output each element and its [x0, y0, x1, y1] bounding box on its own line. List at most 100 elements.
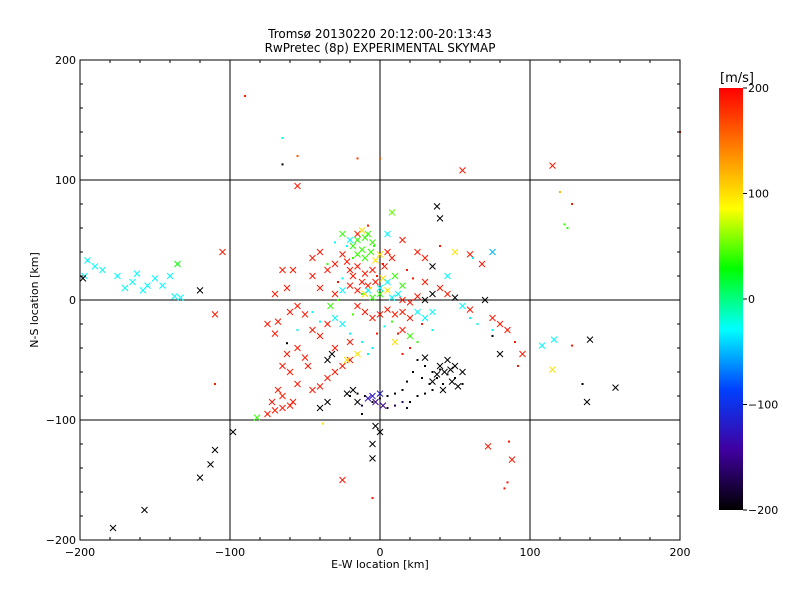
colorbar-tick-labels: 200 100 0 −100 −200: [743, 82, 778, 517]
cross-stroke: [289, 398, 297, 406]
data-point-dot: [469, 317, 471, 319]
data-point-dot: [361, 413, 363, 415]
cross-stroke: [354, 350, 361, 358]
cross-stroke: [384, 278, 391, 286]
cross-stroke: [349, 386, 357, 394]
data-point-cross: [429, 308, 436, 316]
data-point-dot: [416, 359, 419, 361]
cross-stroke: [343, 390, 351, 397]
data-point-cross: [349, 272, 357, 280]
cross-stroke: [372, 257, 379, 264]
data-point-cross: [279, 266, 286, 274]
cross-stroke: [354, 236, 361, 244]
cross-stroke: [339, 251, 346, 258]
cross-stroke: [301, 311, 309, 318]
data-point-dot: [397, 332, 399, 335]
cross-stroke: [372, 422, 379, 430]
colorbar-tick-label: −100: [748, 399, 778, 412]
cross-stroke: [331, 260, 339, 268]
data-point-cross: [309, 386, 316, 394]
cross-stroke: [316, 248, 324, 256]
data-point-dot: [514, 341, 516, 343]
data-point-cross: [436, 284, 444, 292]
data-point-dot: [286, 342, 288, 345]
data-point-cross: [379, 402, 387, 409]
data-point-cross: [316, 404, 324, 412]
data-point-cross: [447, 366, 454, 373]
cross-stroke: [384, 287, 391, 294]
data-point-cross: [384, 287, 391, 294]
data-point-cross: [309, 326, 316, 334]
data-point-cross: [496, 320, 504, 328]
data-point-dot: [566, 227, 569, 229]
data-point-cross: [429, 378, 436, 385]
data-point-cross: [454, 383, 462, 390]
cross-stroke: [364, 230, 372, 238]
cross-stroke: [324, 266, 331, 274]
data-point-cross: [384, 230, 391, 238]
cross-stroke: [177, 294, 184, 301]
x-tick-label: −100: [215, 546, 245, 559]
cross-stroke: [406, 332, 414, 340]
x-axis-label: E-W location [km]: [331, 558, 429, 571]
cross-stroke: [550, 336, 558, 343]
data-point-cross: [207, 461, 214, 468]
cross-stroke: [316, 284, 324, 292]
data-point-dot: [244, 95, 246, 97]
data-point-dot: [296, 329, 299, 331]
data-point-cross: [406, 332, 414, 340]
colorbar-tick-label: 200: [748, 82, 769, 95]
cross-stroke: [369, 239, 376, 246]
data-point-dot: [431, 329, 434, 331]
data-point-cross: [481, 296, 489, 304]
cross-stroke: [279, 266, 286, 274]
data-point-dot: [563, 223, 566, 226]
cross-stroke: [586, 336, 594, 343]
cross-stroke: [429, 308, 436, 316]
cross-stroke: [301, 354, 309, 361]
data-point-dot: [394, 392, 396, 395]
data-point-dot: [409, 347, 411, 349]
data-point-cross: [139, 287, 147, 294]
data-point-cross: [489, 314, 496, 322]
cross-stroke: [271, 330, 279, 337]
data-point-cross: [399, 282, 406, 289]
data-point-dot: [406, 407, 408, 409]
cross-stroke: [289, 266, 297, 274]
data-point-cross: [304, 362, 312, 370]
data-point-dot: [431, 389, 434, 391]
data-point-dot: [311, 311, 314, 313]
data-point-cross: [354, 398, 361, 406]
data-point-cross: [349, 242, 357, 250]
cross-stroke: [369, 266, 376, 274]
data-point-cross: [391, 338, 399, 346]
data-point-cross: [369, 314, 376, 322]
cross-stroke: [84, 257, 91, 264]
data-point-cross: [324, 398, 331, 406]
cross-stroke: [433, 203, 441, 210]
data-point-cross: [388, 294, 396, 301]
data-point-dot: [337, 299, 339, 301]
cross-stroke: [211, 446, 219, 454]
chart-title: Tromsø 20130220 20:12:00-20:13:43: [267, 27, 492, 41]
cross-stroke: [99, 266, 106, 274]
cross-stroke: [489, 248, 496, 256]
data-point-cross: [339, 476, 346, 484]
colorbar-unit-label: [m/s]: [720, 71, 754, 86]
cross-stroke: [379, 402, 387, 409]
data-point-cross: [91, 263, 99, 270]
data-point-dot: [352, 313, 354, 316]
data-point-cross: [316, 332, 324, 340]
y-tick-label: 100: [55, 174, 76, 187]
data-point-cross: [316, 284, 324, 292]
cross-stroke: [309, 386, 316, 394]
data-point-cross: [364, 230, 372, 238]
data-point-dot: [406, 380, 408, 383]
cross-stroke: [369, 440, 376, 448]
cross-stroke: [384, 230, 391, 238]
data-point-dot: [416, 341, 419, 343]
cross-stroke: [414, 248, 421, 256]
cross-stroke: [294, 302, 301, 310]
data-point-cross: [354, 263, 361, 270]
data-point-dot: [383, 325, 386, 328]
